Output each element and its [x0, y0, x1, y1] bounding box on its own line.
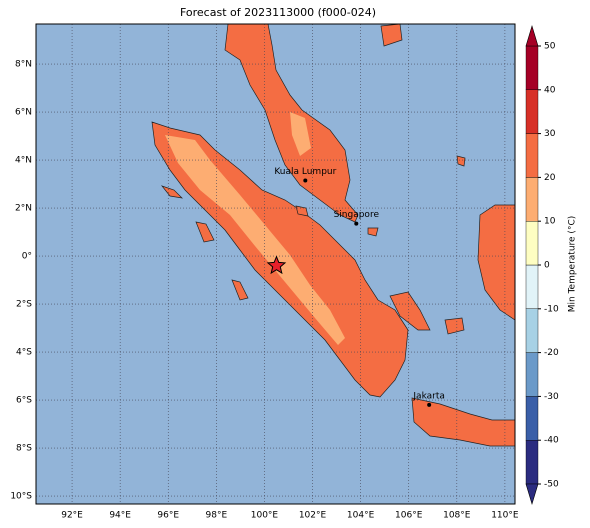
colorbar-label: Min Temperature (°C) — [568, 216, 578, 313]
colorbar-segment — [525, 264, 539, 309]
land — [151, 23, 516, 447]
x-tick-label: 96°E — [157, 511, 179, 521]
colorbar-tick-label: 0 — [544, 261, 550, 271]
colorbar-segment — [525, 352, 539, 397]
x-tick-label: 100°E — [251, 511, 279, 521]
colorbar-tick-label: -20 — [544, 348, 559, 358]
colorbar-tick-label: 30 — [544, 129, 556, 139]
colorbar-tick-label: -40 — [544, 436, 559, 446]
y-tick-label: 4°S — [16, 348, 32, 358]
x-tick-label: 110°E — [491, 511, 519, 521]
x-tick-label: 102°E — [299, 511, 327, 521]
colorbar-tick-label: -30 — [544, 392, 559, 402]
colorbar-tick-label: 50 — [544, 42, 556, 52]
colorbar-segment — [525, 45, 539, 90]
star-marker — [266, 255, 287, 275]
y-tick-label: 4°N — [15, 156, 32, 166]
colorbar-segment — [525, 308, 539, 353]
y-tick-label: 8°S — [16, 444, 32, 454]
y-tick-label: 10°S — [10, 492, 32, 502]
city-label: Singapore — [334, 210, 380, 220]
city-label: Jakarta — [412, 391, 444, 401]
colorbar-tick-label: 10 — [544, 217, 556, 227]
city-dot — [354, 221, 359, 226]
map-frame — [35, 23, 516, 505]
colorbar-segment — [525, 133, 539, 178]
colorbar-segment — [525, 220, 539, 266]
colorbar-tick-label: 40 — [544, 85, 556, 95]
colorbar-segment — [525, 396, 539, 441]
y-tick-label: 0° — [22, 252, 32, 262]
colorbar-tick-label: -50 — [544, 480, 559, 490]
y-tick-label: 8°N — [15, 60, 32, 70]
y-tick-label: 6°S — [16, 396, 32, 406]
y-tick-label: 6°N — [15, 108, 32, 118]
x-tick-label: 92°E — [61, 511, 83, 521]
city-dot — [303, 178, 308, 183]
x-tick-label: 104°E — [347, 511, 375, 521]
x-tick-label: 98°E — [206, 511, 228, 521]
colorbar-segment — [525, 440, 539, 485]
city-dot — [427, 402, 432, 407]
colorbar-extend-top — [525, 24, 539, 47]
colorbar-tick-label: -10 — [544, 304, 559, 314]
colorbar-tick-label: 20 — [544, 173, 556, 183]
map-title: Forecast of 2023113000 (f000-024) — [180, 6, 376, 19]
colorbar-segment — [525, 89, 539, 134]
colorbar-segment — [525, 177, 539, 222]
y-tick-label: 2°N — [15, 204, 32, 214]
city-label: Kuala Lumpur — [274, 167, 336, 177]
colorbar-extend-bottom — [525, 483, 539, 506]
x-tick-label: 106°E — [395, 511, 423, 521]
x-tick-label: 94°E — [109, 511, 131, 521]
y-tick-label: 2°S — [16, 300, 32, 310]
x-tick-label: 108°E — [443, 511, 471, 521]
